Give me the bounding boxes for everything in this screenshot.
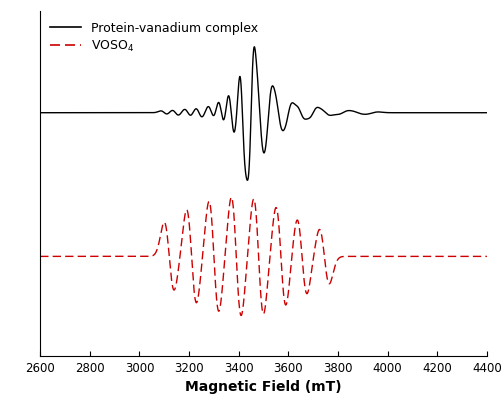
Legend: Protein-vanadium complex, VOSO$_4$: Protein-vanadium complex, VOSO$_4$ xyxy=(45,17,263,59)
X-axis label: Magnetic Field (mT): Magnetic Field (mT) xyxy=(185,379,341,393)
